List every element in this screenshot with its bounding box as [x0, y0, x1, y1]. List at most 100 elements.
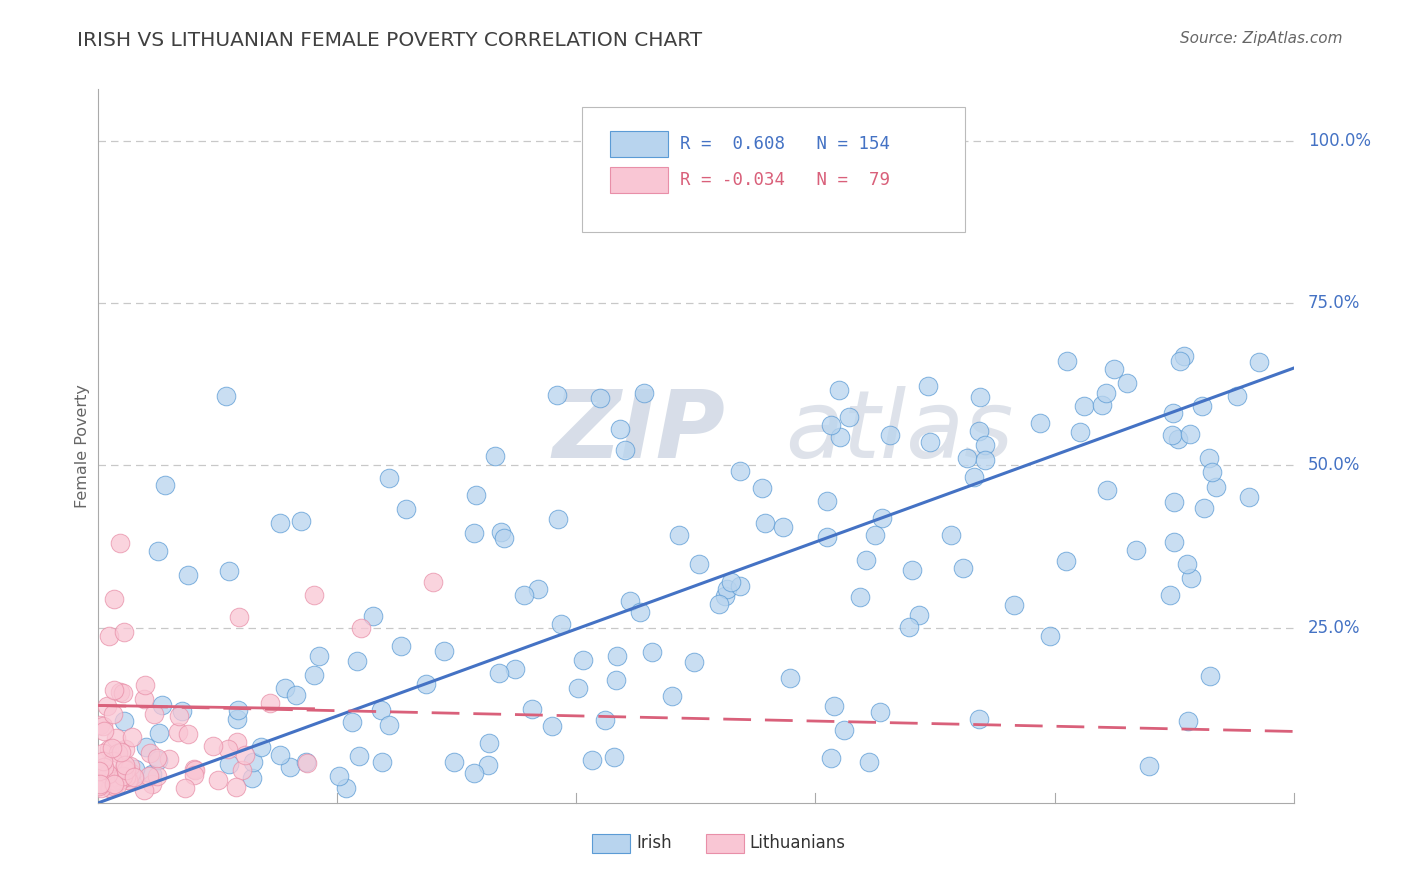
Point — [112, 714, 135, 729]
Point — [869, 705, 891, 719]
FancyBboxPatch shape — [610, 131, 668, 157]
Point — [1168, 354, 1191, 368]
Text: 25.0%: 25.0% — [1308, 619, 1361, 637]
Point — [278, 760, 301, 774]
Point — [184, 763, 207, 777]
Point — [1039, 629, 1062, 643]
Point — [114, 757, 136, 772]
Point — [225, 712, 247, 726]
Point — [90, 780, 112, 795]
Point — [141, 767, 163, 781]
Point — [870, 511, 893, 525]
Text: Lithuanians: Lithuanians — [749, 835, 846, 853]
Point — [297, 756, 319, 771]
FancyBboxPatch shape — [706, 834, 744, 853]
Point — [1237, 490, 1260, 504]
Point — [89, 779, 111, 793]
Point — [605, 673, 627, 688]
Point — [628, 605, 651, 619]
Point — [849, 590, 872, 604]
Point — [107, 772, 129, 787]
Point — [259, 696, 281, 710]
Point — [328, 769, 350, 783]
Point — [342, 714, 364, 729]
Point — [112, 686, 135, 700]
Point — [104, 773, 127, 788]
Point — [93, 760, 115, 774]
Point — [108, 685, 131, 699]
Point — [1115, 376, 1137, 390]
Point — [505, 662, 527, 676]
Point — [91, 719, 114, 733]
Point — [225, 735, 247, 749]
Point — [941, 528, 963, 542]
Point — [572, 652, 595, 666]
Point — [89, 777, 111, 791]
Point — [363, 609, 385, 624]
Point — [117, 772, 139, 787]
Point — [443, 755, 465, 769]
Point — [463, 525, 485, 540]
Point — [588, 391, 610, 405]
Point — [974, 453, 997, 467]
Point — [1225, 389, 1247, 403]
Text: 50.0%: 50.0% — [1308, 457, 1360, 475]
Point — [668, 527, 690, 541]
Point — [108, 536, 131, 550]
Point — [146, 544, 169, 558]
Point — [513, 588, 536, 602]
Point — [389, 639, 412, 653]
Point — [98, 741, 121, 756]
Point — [820, 418, 842, 433]
Point — [918, 435, 941, 450]
Point — [91, 746, 114, 760]
Text: ZIP: ZIP — [553, 385, 725, 478]
Point — [93, 724, 115, 739]
Point — [226, 703, 249, 717]
Point — [202, 739, 225, 753]
Point — [183, 762, 205, 776]
Point — [112, 761, 135, 775]
Point — [97, 766, 120, 780]
Text: 100.0%: 100.0% — [1308, 132, 1371, 150]
Point — [87, 764, 110, 779]
Point — [488, 665, 510, 680]
Point — [865, 527, 887, 541]
Point — [730, 579, 752, 593]
Point — [956, 451, 979, 466]
Point — [103, 779, 125, 793]
Point — [633, 386, 655, 401]
Point — [118, 759, 141, 773]
Point — [1125, 543, 1147, 558]
Point — [302, 668, 325, 682]
Point — [157, 752, 180, 766]
Point — [370, 703, 392, 717]
Point — [121, 730, 143, 744]
Point — [174, 781, 197, 796]
Point — [98, 781, 121, 796]
Point — [146, 769, 169, 783]
Point — [489, 525, 512, 540]
Point — [107, 746, 129, 760]
Point — [640, 645, 662, 659]
Point — [346, 654, 368, 668]
Point — [728, 464, 751, 478]
Point — [1178, 427, 1201, 442]
Point — [378, 718, 401, 732]
Point — [1198, 450, 1220, 465]
Point — [118, 772, 141, 787]
Point — [526, 582, 548, 596]
Point — [1161, 406, 1184, 420]
Point — [477, 758, 499, 772]
Text: atlas: atlas — [786, 386, 1014, 477]
Point — [967, 424, 990, 438]
Point — [1095, 483, 1118, 497]
Point — [371, 755, 394, 769]
Point — [110, 746, 132, 760]
Point — [235, 747, 257, 762]
Point — [146, 750, 169, 764]
Point — [135, 740, 157, 755]
Point — [101, 755, 124, 769]
Point — [148, 726, 170, 740]
Point — [547, 512, 569, 526]
